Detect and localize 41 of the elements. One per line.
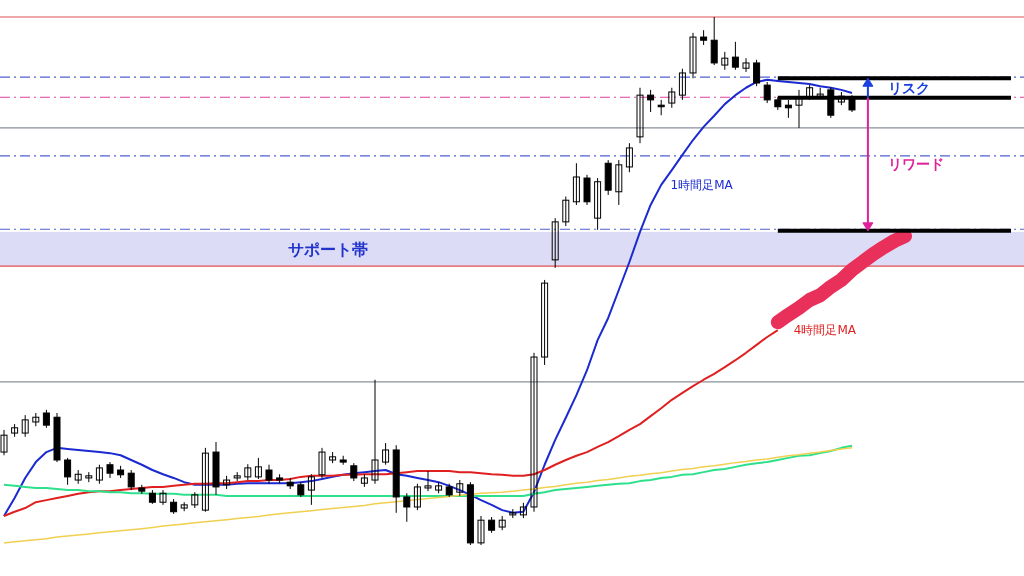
annotation: リスク xyxy=(887,80,930,97)
candlestick xyxy=(572,162,580,206)
candlestick xyxy=(562,196,570,227)
candlestick xyxy=(21,414,29,438)
band-label: サポート帯 xyxy=(287,240,368,260)
candlestick xyxy=(551,217,559,269)
candlestick xyxy=(647,89,655,113)
candlestick xyxy=(477,515,485,546)
candlestick xyxy=(625,142,633,173)
candlestick xyxy=(636,87,644,144)
candlestick xyxy=(668,87,676,109)
candlestick xyxy=(530,352,538,513)
candlestick xyxy=(710,16,718,66)
candlestick xyxy=(371,379,379,485)
candlestick xyxy=(731,41,739,71)
candlestick xyxy=(382,442,390,466)
candlestick xyxy=(541,279,549,366)
candlestick xyxy=(318,447,326,479)
candlestick xyxy=(254,457,262,480)
candlestick xyxy=(64,457,72,486)
candlestick xyxy=(763,81,771,104)
candlestick xyxy=(594,177,602,231)
candlestick xyxy=(424,470,432,492)
series-label: 4時間足MA xyxy=(793,323,857,338)
candlestick xyxy=(583,174,591,206)
candlestick xyxy=(753,59,761,87)
candlestick xyxy=(307,473,315,506)
candlestick xyxy=(403,492,411,523)
candlestick xyxy=(127,469,135,491)
candlestick xyxy=(159,489,167,506)
candlestick xyxy=(95,464,103,485)
candlestick xyxy=(413,483,421,511)
candlestick xyxy=(742,57,750,73)
candlestick xyxy=(0,429,8,456)
candlestick xyxy=(265,464,273,485)
series-label: 1時間足MA xyxy=(670,177,734,192)
candlestick xyxy=(678,68,686,101)
candlestick xyxy=(615,159,623,206)
candlestick xyxy=(201,447,209,513)
candlestick xyxy=(689,32,697,79)
annotation: リワード xyxy=(887,156,944,173)
